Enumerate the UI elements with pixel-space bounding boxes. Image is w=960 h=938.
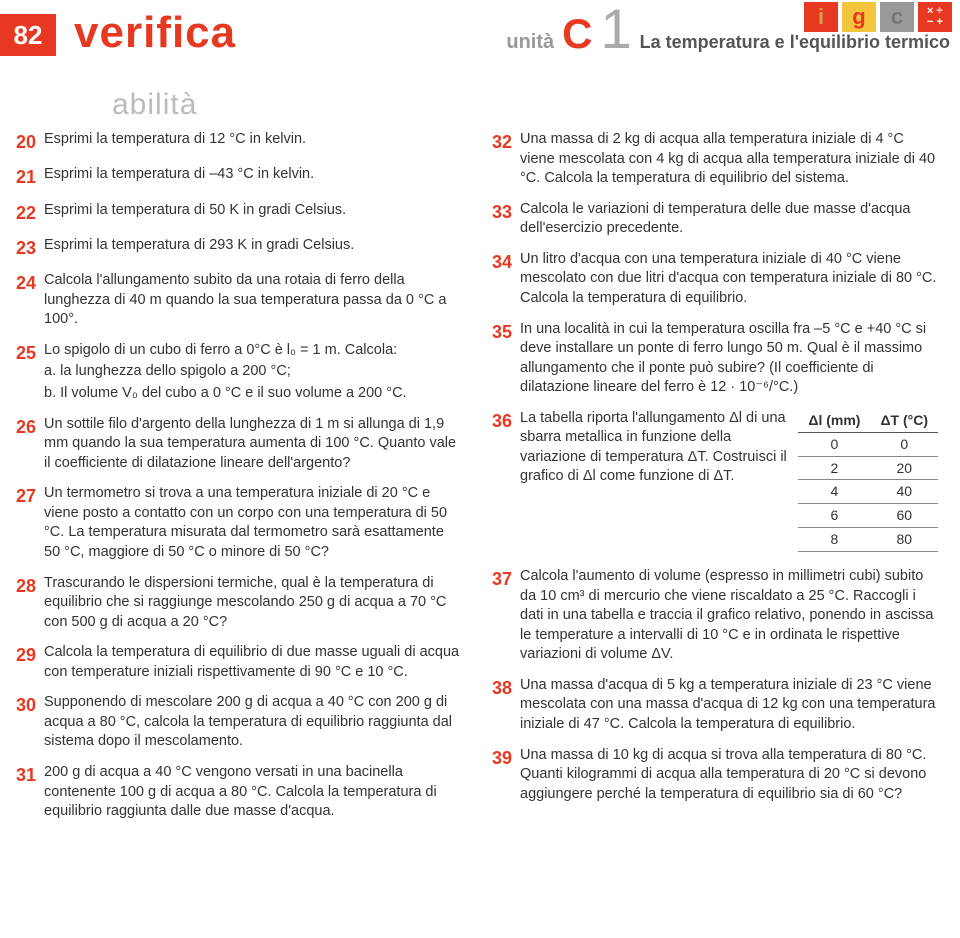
column-right: 32Una massa di 2 kg di acqua alla temper…	[490, 130, 938, 833]
exercise-number: 32	[490, 130, 520, 189]
exercise-text: Una massa di 10 kg di acqua si trova all…	[520, 746, 938, 805]
exercise-text: In una località in cui la temperatura os…	[520, 320, 938, 398]
unit-label: unità	[506, 31, 554, 54]
exercise-item: 20Esprimi la temperatura di 12 °C in kel…	[14, 130, 462, 154]
table-cell: 40	[870, 480, 938, 504]
page-number: 82	[0, 14, 56, 56]
exercise-number: 20	[14, 130, 44, 154]
exercise-text: Supponendo di mescolare 200 g di acqua a…	[44, 693, 462, 752]
exercise-item: 24Calcola l'allungamento subito da una r…	[14, 271, 462, 330]
exercise-text: Un termometro si trova a una temperatura…	[44, 484, 462, 562]
exercise-item: 33Calcola le variazioni di temperatura d…	[490, 200, 938, 239]
exercise-text: Una massa d'acqua di 5 kg a temperatura …	[520, 676, 938, 735]
exercise-text: Una massa di 2 kg di acqua alla temperat…	[520, 130, 938, 189]
table-row: 00	[798, 432, 938, 456]
exercise-number: 22	[14, 201, 44, 225]
table-cell: 4	[798, 480, 870, 504]
exercise-item: 25Lo spigolo di un cubo di ferro a 0°C è…	[14, 341, 462, 404]
verifica-title: verifica	[74, 8, 236, 58]
exercise-text: Trascurando le dispersioni termiche, qua…	[44, 574, 462, 633]
table-row: 220	[798, 456, 938, 480]
table-cell: 0	[870, 432, 938, 456]
exercise-text: Calcola l'aumento di volume (espresso in…	[520, 567, 938, 665]
exercise-text: Un sottile filo d'argento della lunghezz…	[44, 415, 462, 474]
exercise-item: 36Δl (mm)ΔT (°C)00220440660880La tabella…	[490, 409, 938, 556]
exercise-text: 200 g di acqua a 40 °C vengono versati i…	[44, 763, 462, 822]
exercise-number: 31	[14, 763, 44, 822]
table-cell: 8	[798, 528, 870, 552]
table-cell: 60	[870, 504, 938, 528]
table-row: 440	[798, 480, 938, 504]
unit-number: 1	[600, 9, 631, 48]
exercise-subitem: b. Il volume V₀ del cubo a 0 °C e il suo…	[44, 384, 462, 404]
exercise-item: 30Supponendo di mescolare 200 g di acqua…	[14, 693, 462, 752]
exercise-item: 37Calcola l'aumento di volume (espresso …	[490, 567, 938, 665]
table-header: ΔT (°C)	[870, 409, 938, 432]
exercise-text: Calcola le variazioni di temperatura del…	[520, 200, 938, 239]
exercise-item: 39Una massa di 10 kg di acqua si trova a…	[490, 746, 938, 805]
icon-i: i	[804, 2, 838, 32]
table-cell: 0	[798, 432, 870, 456]
table-header: Δl (mm)	[798, 409, 870, 432]
exercise-item: 31200 g di acqua a 40 °C vengono versati…	[14, 763, 462, 822]
columns: 20Esprimi la temperatura di 12 °C in kel…	[0, 130, 960, 863]
unit-letter: C	[562, 10, 592, 58]
abilita-heading: abilità	[112, 88, 960, 122]
table-cell: 20	[870, 456, 938, 480]
table-cell: 6	[798, 504, 870, 528]
exercise-item: 26Un sottile filo d'argento della lunghe…	[14, 415, 462, 474]
exercise-item: 35In una località in cui la temperatura …	[490, 320, 938, 398]
exercise-number: 25	[14, 341, 44, 404]
table-row: 660	[798, 504, 938, 528]
header-icons: i g c × ÷− +	[804, 2, 952, 32]
exercise-number: 39	[490, 746, 520, 805]
exercise-number: 33	[490, 200, 520, 239]
table-row: 880	[798, 528, 938, 552]
exercise-subitem: a. la lunghezza dello spigolo a 200 °C;	[44, 362, 462, 382]
exercise-item: 21Esprimi la temperatura di –43 °C in ke…	[14, 165, 462, 189]
exercise-item: 38Una massa d'acqua di 5 kg a temperatur…	[490, 676, 938, 735]
exercise-number: 37	[490, 567, 520, 665]
exercise-text: Esprimi la temperatura di 293 K in gradi…	[44, 236, 462, 260]
exercise-item: 32Una massa di 2 kg di acqua alla temper…	[490, 130, 938, 189]
data-table: Δl (mm)ΔT (°C)00220440660880	[798, 409, 938, 552]
exercise-item: 34Un litro d'acqua con una temperatura i…	[490, 250, 938, 309]
exercise-text: Esprimi la temperatura di 50 K in gradi …	[44, 201, 462, 225]
exercise-number: 30	[14, 693, 44, 752]
exercise-text: Calcola la temperatura di equilibrio di …	[44, 643, 462, 682]
exercise-number: 26	[14, 415, 44, 474]
exercise-text: Δl (mm)ΔT (°C)00220440660880La tabella r…	[520, 409, 938, 556]
icon-g: g	[842, 2, 876, 32]
exercise-text: Esprimi la temperatura di –43 °C in kelv…	[44, 165, 462, 189]
icon-c: c	[880, 2, 914, 32]
exercise-item: 29Calcola la temperatura di equilibrio d…	[14, 643, 462, 682]
unit-title: La temperatura e l'equilibrio termico	[640, 32, 950, 53]
exercise-item: 28Trascurando le dispersioni termiche, q…	[14, 574, 462, 633]
exercise-number: 34	[490, 250, 520, 309]
exercise-number: 36	[490, 409, 520, 556]
exercise-text: Esprimi la temperatura di 12 °C in kelvi…	[44, 130, 462, 154]
exercise-item: 27Un termometro si trova a una temperatu…	[14, 484, 462, 562]
exercise-number: 23	[14, 236, 44, 260]
exercise-item: 22Esprimi la temperatura di 50 K in grad…	[14, 201, 462, 225]
exercise-text: Calcola l'allungamento subito da una rot…	[44, 271, 462, 330]
exercise-item: 23Esprimi la temperatura di 293 K in gra…	[14, 236, 462, 260]
exercise-text: Un litro d'acqua con una temperatura ini…	[520, 250, 938, 309]
column-left: 20Esprimi la temperatura di 12 °C in kel…	[14, 130, 462, 833]
exercise-text: Lo spigolo di un cubo di ferro a 0°C è l…	[44, 341, 462, 404]
table-cell: 80	[870, 528, 938, 552]
icon-math: × ÷− +	[918, 2, 952, 32]
exercise-number: 24	[14, 271, 44, 330]
exercise-number: 29	[14, 643, 44, 682]
exercise-number: 38	[490, 676, 520, 735]
table-cell: 2	[798, 456, 870, 480]
exercise-number: 35	[490, 320, 520, 398]
exercise-number: 21	[14, 165, 44, 189]
exercise-number: 27	[14, 484, 44, 562]
exercise-number: 28	[14, 574, 44, 633]
page: i g c × ÷− + 82 verifica unità C 1 La te…	[0, 0, 960, 938]
